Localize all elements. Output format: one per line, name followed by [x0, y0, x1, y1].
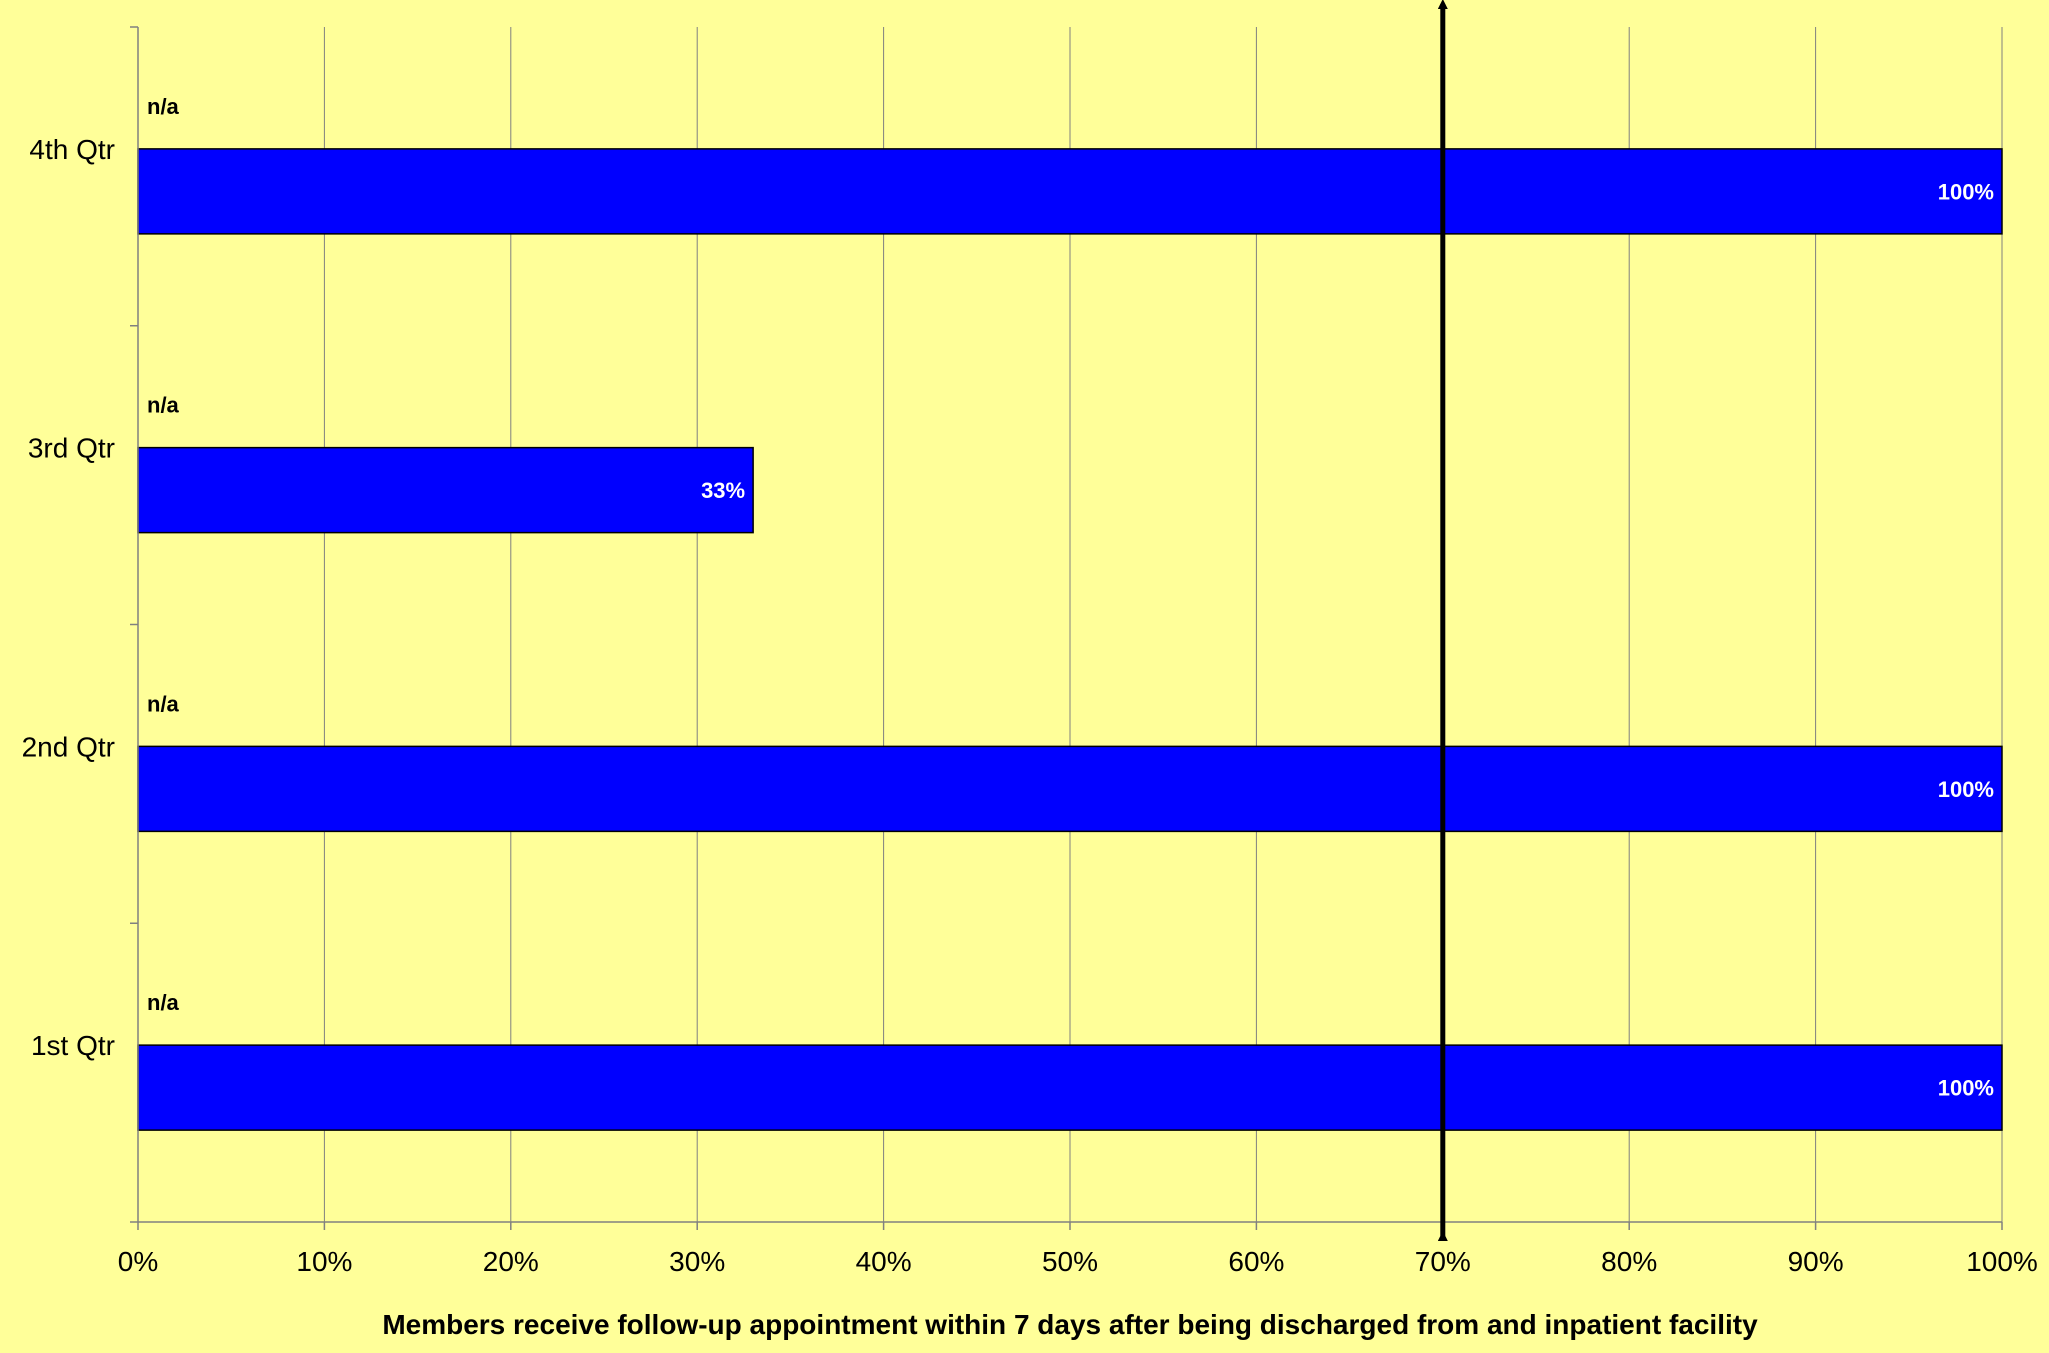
bars: [137, 148, 2003, 1131]
category-label: 3rd Qtr: [28, 433, 115, 464]
x-tick-label: 40%: [856, 1246, 912, 1277]
category-label: 1st Qtr: [31, 1030, 115, 1061]
x-axis-title: Members receive follow-up appointment wi…: [382, 1309, 1758, 1340]
na-label: n/a: [147, 990, 180, 1015]
x-tick-label: 60%: [1228, 1246, 1284, 1277]
category-label: 2nd Qtr: [22, 731, 115, 762]
x-tick-label: 80%: [1601, 1246, 1657, 1277]
data-label: 100%: [1938, 777, 1994, 802]
na-label: n/a: [147, 94, 180, 119]
x-tick-label: 100%: [1966, 1246, 2038, 1277]
data-label: 33%: [701, 478, 745, 503]
x-tick-label: 10%: [296, 1246, 352, 1277]
x-tick-label: 70%: [1415, 1246, 1471, 1277]
bar: [137, 745, 2003, 833]
bar: [137, 1044, 2003, 1131]
x-tick-label: 20%: [483, 1246, 539, 1277]
x-tick-label: 30%: [669, 1246, 725, 1277]
na-label: n/a: [147, 393, 180, 418]
category-label: 4th Qtr: [29, 134, 115, 165]
x-tick-label: 90%: [1788, 1246, 1844, 1277]
x-tick-label: 0%: [118, 1246, 158, 1277]
x-tick-label: 50%: [1042, 1246, 1098, 1277]
bar: [137, 446, 754, 534]
na-label: n/a: [147, 691, 180, 716]
data-label: 100%: [1938, 179, 1994, 204]
data-label: 100%: [1938, 1076, 1994, 1101]
bar: [137, 148, 2003, 235]
labels: 0% 10% 20% 30% 40% 50% 60% 70% 80% 90% 100% 1st Qtr…: [22, 94, 2038, 1277]
